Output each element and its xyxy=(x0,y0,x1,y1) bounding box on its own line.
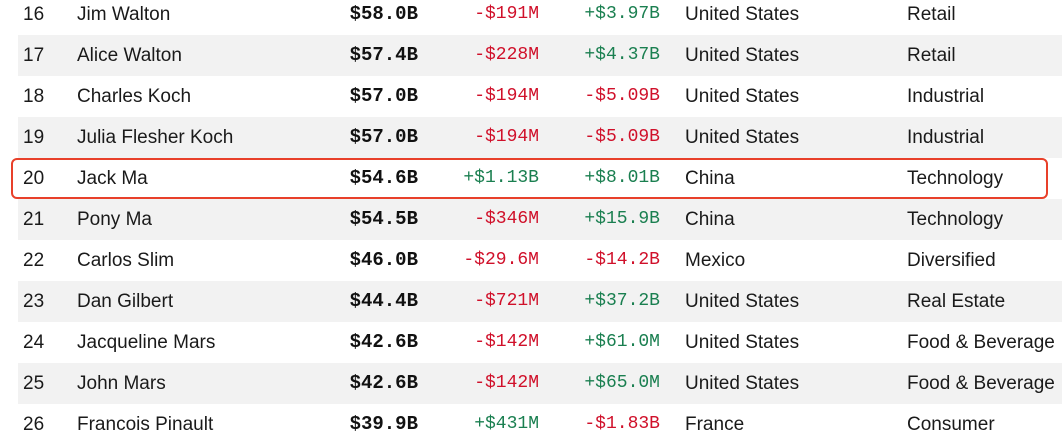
name-cell[interactable]: Julia Flesher Koch xyxy=(77,127,234,148)
country-cell: Mexico xyxy=(685,250,746,271)
rank-cell: 21 xyxy=(23,209,45,230)
net-worth-cell: $54.5B xyxy=(349,208,418,230)
name-cell[interactable]: Dan Gilbert xyxy=(77,291,174,312)
industry-cell: Diversified xyxy=(907,250,996,271)
table-row[interactable]: 18 Charles Koch $57.0B -$194M -$5.09B United … xyxy=(18,76,1062,117)
country-cell: United States xyxy=(685,4,800,25)
rank-cell: 19 xyxy=(23,127,45,148)
country-cell: United States xyxy=(685,291,800,312)
country-cell: France xyxy=(685,414,745,435)
country-cell: United States xyxy=(685,127,800,148)
table-row[interactable]: 22 Carlos Slim $46.0B -$29.6M -$14.2B Mexico D… xyxy=(18,240,1062,281)
industry-cell: Food & Beverage xyxy=(907,332,1055,353)
last-change-cell: -$142M xyxy=(474,373,539,393)
industry-cell: Real Estate xyxy=(907,291,1006,312)
last-change-cell: -$191M xyxy=(474,4,539,24)
country-cell: China xyxy=(685,209,735,230)
table-row[interactable]: 26 Francois Pinault $39.9B +$431M -$1.83B Fra… xyxy=(18,404,1062,445)
name-cell[interactable]: Jack Ma xyxy=(77,168,148,189)
table-row[interactable]: 19 Julia Flesher Koch $57.0B -$194M -$5.09B U… xyxy=(18,117,1062,158)
country-cell: United States xyxy=(685,332,800,353)
industry-cell: Industrial xyxy=(907,86,985,107)
ytd-change-cell: +$3.97B xyxy=(584,4,660,24)
ytd-change-cell: +$37.2B xyxy=(584,291,660,311)
last-change-cell: -$194M xyxy=(474,86,539,106)
industry-cell: Retail xyxy=(907,45,956,66)
ytd-change-cell: -$5.09B xyxy=(584,127,660,147)
last-change-cell: +$1.13B xyxy=(463,168,539,188)
name-cell[interactable]: Alice Walton xyxy=(77,45,182,66)
last-change-cell: -$346M xyxy=(474,209,539,229)
industry-cell: Technology xyxy=(907,209,1004,230)
table-row[interactable]: 23 Dan Gilbert $44.4B -$721M +$37.2B United S… xyxy=(18,281,1062,322)
rank-cell: 26 xyxy=(23,414,45,435)
name-cell[interactable]: Jim Walton xyxy=(77,4,171,25)
net-worth-cell: $54.6B xyxy=(349,167,418,189)
ytd-change-cell: -$14.2B xyxy=(584,250,660,270)
rank-cell: 24 xyxy=(23,332,45,353)
last-change-cell: -$29.6M xyxy=(463,250,539,270)
rank-cell: 16 xyxy=(23,4,45,25)
net-worth-cell: $46.0B xyxy=(349,249,418,271)
country-cell: United States xyxy=(685,86,800,107)
ytd-change-cell: -$5.09B xyxy=(584,86,660,106)
last-change-cell: -$721M xyxy=(474,291,539,311)
net-worth-cell: $39.9B xyxy=(349,413,418,435)
net-worth-cell: $57.0B xyxy=(349,126,418,148)
ytd-change-cell: -$1.83B xyxy=(584,414,660,434)
name-cell[interactable]: Jacqueline Mars xyxy=(77,332,216,353)
table-row[interactable]: 17 Alice Walton $57.4B -$228M +$4.37B United … xyxy=(18,35,1062,76)
table-row-highlighted[interactable]: 20 Jack Ma $54.6B +$1.13B +$8.01B China Techno… xyxy=(18,158,1062,199)
table-row[interactable]: 16 Jim Walton $58.0B -$191M +$3.97B United St… xyxy=(18,0,1062,35)
net-worth-cell: $42.6B xyxy=(349,372,418,394)
name-cell[interactable]: Carlos Slim xyxy=(77,250,175,271)
ytd-change-cell: +$8.01B xyxy=(584,168,660,188)
industry-cell: Industrial xyxy=(907,127,985,148)
table-row[interactable]: 25 John Mars $42.6B -$142M +$65.0M United Sta… xyxy=(18,363,1062,404)
last-change-cell: -$228M xyxy=(474,45,539,65)
name-cell[interactable]: Pony Ma xyxy=(77,209,152,230)
name-cell[interactable]: Francois Pinault xyxy=(77,414,214,435)
country-cell: China xyxy=(685,168,735,189)
rank-cell: 23 xyxy=(23,291,45,312)
rank-cell: 20 xyxy=(23,168,45,189)
table-row[interactable]: 21 Pony Ma $54.5B -$346M +$15.9B China Technol… xyxy=(18,199,1062,240)
rank-cell: 22 xyxy=(23,250,45,271)
ytd-change-cell: +$4.37B xyxy=(584,45,660,65)
last-change-cell: -$194M xyxy=(474,127,539,147)
name-cell[interactable]: John Mars xyxy=(77,373,166,394)
ytd-change-cell: +$65.0M xyxy=(584,373,660,393)
ytd-change-cell: +$15.9B xyxy=(584,209,660,229)
last-change-cell: +$431M xyxy=(474,414,539,434)
net-worth-cell: $44.4B xyxy=(349,290,418,312)
industry-cell: Technology xyxy=(907,168,1004,189)
country-cell: United States xyxy=(685,45,800,66)
rank-cell: 18 xyxy=(23,86,45,107)
industry-cell: Retail xyxy=(907,4,956,25)
country-cell: United States xyxy=(685,373,800,394)
net-worth-cell: $42.6B xyxy=(349,331,418,353)
name-cell[interactable]: Charles Koch xyxy=(77,86,192,107)
net-worth-cell: $58.0B xyxy=(349,3,418,25)
ytd-change-cell: +$61.0M xyxy=(584,332,660,352)
rank-cell: 25 xyxy=(23,373,45,394)
table-row[interactable]: 24 Jacqueline Mars $42.6B -$142M +$61.0M Unit… xyxy=(18,322,1062,363)
net-worth-cell: $57.4B xyxy=(349,44,418,66)
net-worth-cell: $57.0B xyxy=(349,85,418,107)
rank-cell: 17 xyxy=(23,45,45,66)
industry-cell: Consumer xyxy=(907,414,995,435)
industry-cell: Food & Beverage xyxy=(907,373,1055,394)
last-change-cell: -$142M xyxy=(474,332,539,352)
billionaires-table: 16 Jim Walton $58.0B -$191M +$3.97B United St… xyxy=(18,0,1062,445)
